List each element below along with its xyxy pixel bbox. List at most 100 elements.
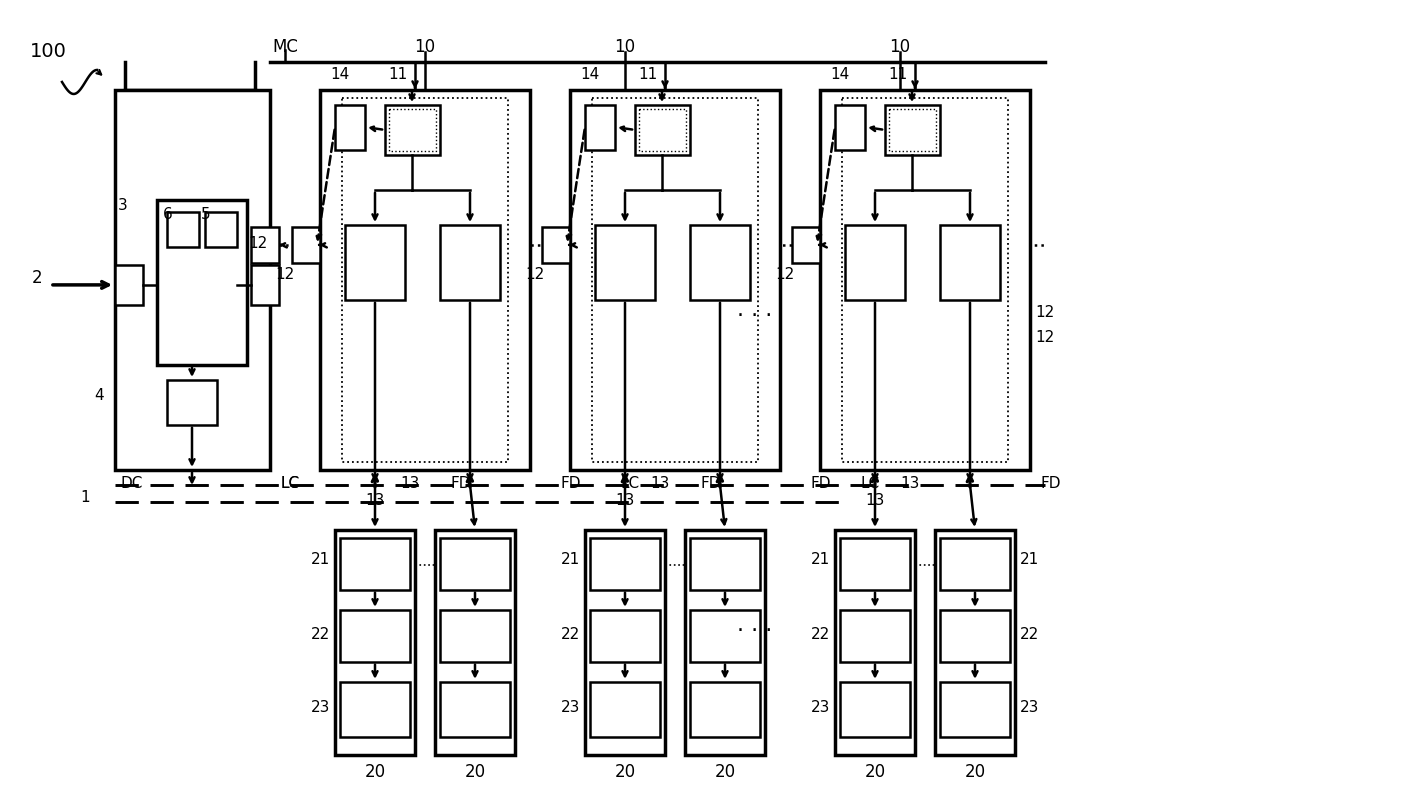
Text: 13: 13 xyxy=(866,493,884,508)
Text: 13: 13 xyxy=(400,476,419,490)
Text: 22: 22 xyxy=(811,627,830,642)
Bar xyxy=(840,538,910,590)
Bar xyxy=(570,90,779,470)
Bar xyxy=(589,681,660,736)
Text: LC: LC xyxy=(281,476,299,490)
Text: 11: 11 xyxy=(639,67,657,82)
Text: 12: 12 xyxy=(1034,330,1054,345)
Text: 20: 20 xyxy=(615,762,636,780)
Text: LC: LC xyxy=(621,476,639,490)
Text: 21: 21 xyxy=(561,553,580,567)
Text: 14: 14 xyxy=(581,67,599,82)
Bar xyxy=(441,610,510,662)
Text: 11: 11 xyxy=(888,67,908,82)
Bar xyxy=(935,530,1015,755)
Text: 1: 1 xyxy=(79,490,89,505)
Bar xyxy=(820,90,1030,470)
Bar xyxy=(585,530,665,755)
Bar xyxy=(334,530,415,755)
Text: 10: 10 xyxy=(615,38,636,56)
Text: 3: 3 xyxy=(118,198,128,213)
Bar xyxy=(939,681,1010,736)
Text: 13: 13 xyxy=(366,493,384,508)
Bar xyxy=(390,109,436,151)
Text: 12: 12 xyxy=(248,237,268,252)
Bar xyxy=(840,610,910,662)
Bar xyxy=(320,90,530,470)
Bar xyxy=(251,227,279,263)
Bar xyxy=(845,225,905,300)
Text: 100: 100 xyxy=(30,42,67,61)
Bar xyxy=(690,225,750,300)
Text: 20: 20 xyxy=(465,762,486,780)
Bar xyxy=(585,105,615,150)
Bar xyxy=(595,225,655,300)
Text: LC: LC xyxy=(860,476,879,490)
Bar xyxy=(939,225,1000,300)
Bar xyxy=(341,98,509,462)
Bar xyxy=(157,200,247,365)
Bar xyxy=(115,265,143,305)
Bar xyxy=(441,681,510,736)
Text: 22: 22 xyxy=(1020,627,1039,642)
Text: . . .: . . . xyxy=(737,300,772,320)
Text: MC: MC xyxy=(272,38,298,56)
Bar xyxy=(835,530,915,755)
Text: 23: 23 xyxy=(811,700,830,715)
Text: 20: 20 xyxy=(965,762,986,780)
Text: 23: 23 xyxy=(561,700,580,715)
Bar xyxy=(344,225,405,300)
Text: 23: 23 xyxy=(310,700,330,715)
Bar xyxy=(842,98,1007,462)
Bar xyxy=(690,610,760,662)
Bar xyxy=(441,225,500,300)
Text: 5: 5 xyxy=(201,207,211,222)
Text: FD: FD xyxy=(451,476,470,490)
Bar xyxy=(340,681,410,736)
Bar xyxy=(541,227,570,263)
Text: 12: 12 xyxy=(526,267,544,282)
Bar xyxy=(115,90,271,470)
Text: 20: 20 xyxy=(714,762,735,780)
Text: FD: FD xyxy=(1040,476,1060,490)
Text: 2: 2 xyxy=(33,269,43,287)
Bar xyxy=(589,538,660,590)
Text: LC: LC xyxy=(281,476,299,490)
Text: 13: 13 xyxy=(615,493,635,508)
Bar xyxy=(690,538,760,590)
Text: 14: 14 xyxy=(830,67,850,82)
Bar xyxy=(589,610,660,662)
Text: FD: FD xyxy=(700,476,720,490)
Text: . . .: . . . xyxy=(737,615,772,635)
Bar xyxy=(340,538,410,590)
Bar xyxy=(251,265,279,305)
Text: 23: 23 xyxy=(1020,700,1040,715)
Bar xyxy=(835,105,864,150)
Text: 12: 12 xyxy=(1034,305,1054,320)
Bar xyxy=(888,109,937,151)
Text: 13: 13 xyxy=(900,476,920,490)
Text: 22: 22 xyxy=(561,627,580,642)
Text: 12: 12 xyxy=(275,267,295,282)
Bar xyxy=(939,610,1010,662)
Text: FD: FD xyxy=(560,476,581,490)
Text: 22: 22 xyxy=(310,627,330,642)
Text: 20: 20 xyxy=(864,762,886,780)
Bar xyxy=(441,538,510,590)
Bar xyxy=(840,681,910,736)
Text: 4: 4 xyxy=(94,387,103,403)
Bar xyxy=(592,98,758,462)
Bar xyxy=(690,681,760,736)
Bar xyxy=(639,109,686,151)
Text: 21: 21 xyxy=(310,553,330,567)
Text: 21: 21 xyxy=(1020,553,1039,567)
Text: 12: 12 xyxy=(775,267,795,282)
Text: 13: 13 xyxy=(650,476,669,490)
Text: 11: 11 xyxy=(388,67,408,82)
Bar xyxy=(886,105,939,155)
Bar xyxy=(684,530,765,755)
Text: 21: 21 xyxy=(811,553,830,567)
Bar xyxy=(792,227,820,263)
Bar xyxy=(292,227,320,263)
Bar xyxy=(385,105,441,155)
